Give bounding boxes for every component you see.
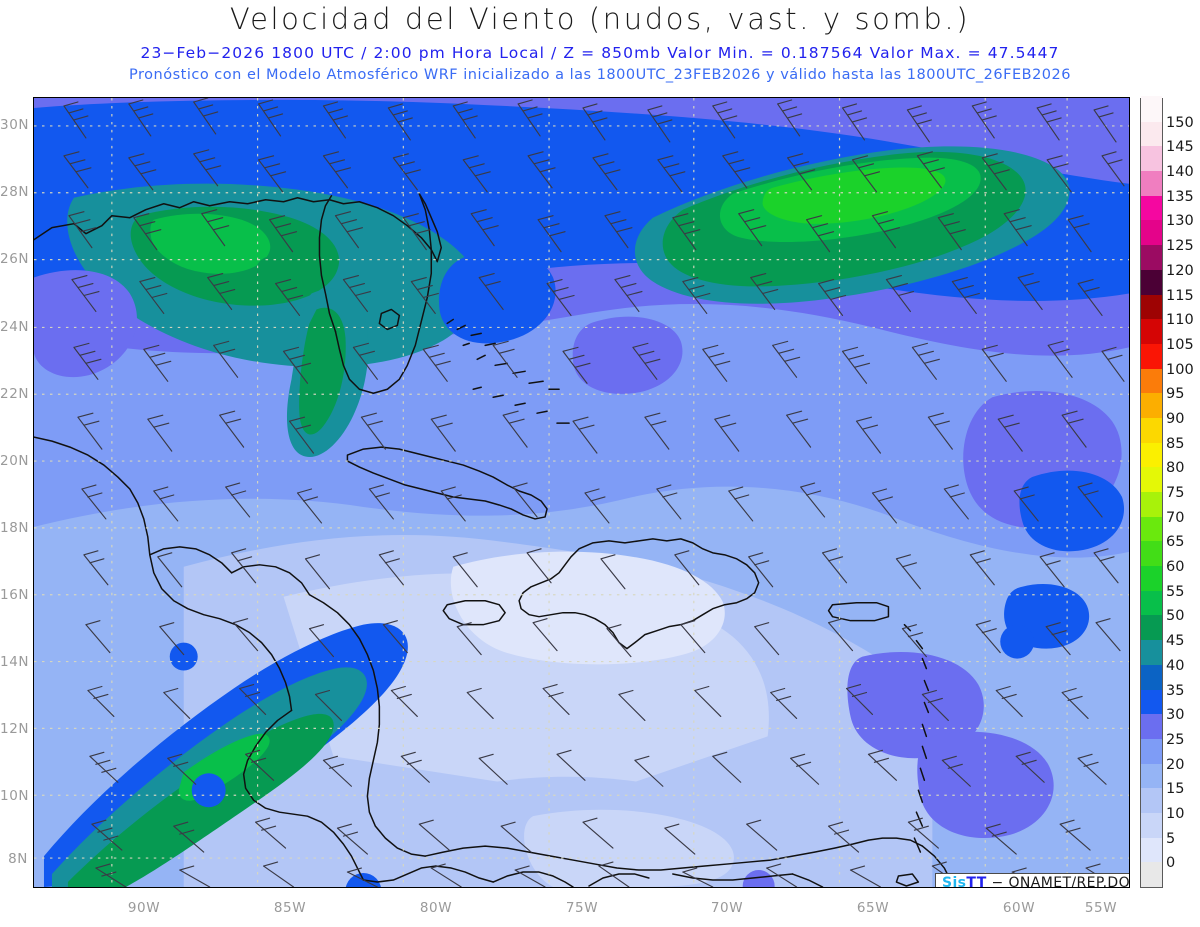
colorbar-tick-35: 35 xyxy=(1166,682,1185,699)
lon-tick-60w: 60W xyxy=(1002,900,1036,916)
colorbar-tick-25: 25 xyxy=(1166,731,1185,748)
watermark-agency: − ONAMET/REP.DOM. xyxy=(991,875,1130,888)
lat-tick-12n: 12N xyxy=(0,721,30,737)
colorbar[interactable] xyxy=(1140,96,1163,888)
colorbar-tick-15: 15 xyxy=(1166,781,1185,798)
colorbar-tick-5: 5 xyxy=(1166,830,1176,847)
lat-tick-26n: 26N xyxy=(0,251,30,267)
lat-tick-16n: 16N xyxy=(0,587,30,603)
colorbar-tick-10: 10 xyxy=(1166,805,1185,822)
colorbar-swatch xyxy=(1141,664,1162,690)
colorbar-tick-125: 125 xyxy=(1166,238,1194,255)
lon-tick-90w: 90W xyxy=(127,900,161,916)
colorbar-tick-45: 45 xyxy=(1166,633,1185,650)
lat-tick-28n: 28N xyxy=(0,184,30,200)
colorbar-swatch xyxy=(1141,614,1162,641)
colorbar-swatch xyxy=(1141,762,1162,789)
colorbar-swatch xyxy=(1141,738,1162,764)
page-title: Velocidad del Viento (nudos, vast. y som… xyxy=(229,2,971,36)
lon-tick-80w: 80W xyxy=(419,900,453,916)
lon-tick-75w: 75W xyxy=(565,900,599,916)
colorbar-tick-135: 135 xyxy=(1166,188,1194,205)
colorbar-swatch xyxy=(1141,516,1162,542)
watermark-sis: Sis xyxy=(942,875,967,888)
colorbar-swatch xyxy=(1141,170,1162,196)
colorbar-swatch xyxy=(1141,688,1162,715)
colorbar-tick-labels: 150 145 140 135 130 125 120 115 110 105 100 95 90 85 8… xyxy=(1166,98,1200,888)
watermark-tt: TT xyxy=(966,875,987,888)
lat-tick-10n: 10N xyxy=(0,788,30,804)
colorbar-swatch xyxy=(1141,466,1162,492)
colorbar-swatch xyxy=(1141,812,1162,838)
colorbar-swatch xyxy=(1141,343,1162,369)
lat-tick-20n: 20N xyxy=(0,453,30,469)
colorbar-swatch xyxy=(1141,565,1162,591)
colorbar-tick-150: 150 xyxy=(1166,114,1194,131)
colorbar-tick-0: 0 xyxy=(1166,855,1176,872)
colorbar-tick-140: 140 xyxy=(1166,164,1194,181)
colorbar-swatch xyxy=(1141,244,1162,270)
colorbar-swatch xyxy=(1141,861,1162,887)
colorbar-tick-105: 105 xyxy=(1166,336,1194,353)
colorbar-tick-115: 115 xyxy=(1166,287,1194,304)
colorbar-tick-40: 40 xyxy=(1166,657,1185,674)
lat-tick-24n: 24N xyxy=(0,319,30,335)
lon-tick-70w: 70W xyxy=(710,900,744,916)
colorbar-swatch xyxy=(1141,145,1162,172)
watermark-badge: SisTT − ONAMET/REP.DOM. xyxy=(935,873,1130,888)
subtitle-model-info: Pronóstico con el Modelo Atmosférico WRF… xyxy=(129,67,1071,83)
colorbar-tick-30: 30 xyxy=(1166,707,1185,724)
lat-tick-18n: 18N xyxy=(0,520,30,536)
colorbar-tick-120: 120 xyxy=(1166,262,1194,279)
map-canvas xyxy=(34,98,1129,887)
weather-map[interactable]: SisTT − ONAMET/REP.DOM. xyxy=(33,97,1130,888)
colorbar-swatch xyxy=(1141,837,1162,863)
colorbar-swatch xyxy=(1141,392,1162,418)
lon-tick-55w: 55W xyxy=(1084,900,1118,916)
lon-tick-85w: 85W xyxy=(273,900,307,916)
colorbar-tick-90: 90 xyxy=(1166,410,1185,427)
colorbar-tick-60: 60 xyxy=(1166,559,1185,576)
subtitle-run-info: 23−Feb−2026 1800 UTC / 2:00 pm Hora Loca… xyxy=(140,44,1060,62)
colorbar-swatch xyxy=(1141,442,1162,468)
lat-tick-22n: 22N xyxy=(0,386,30,402)
lat-tick-30n: 30N xyxy=(0,117,30,133)
colorbar-tick-110: 110 xyxy=(1166,312,1194,329)
colorbar-tick-20: 20 xyxy=(1166,756,1185,773)
colorbar-tick-65: 65 xyxy=(1166,534,1185,551)
lat-tick-14n: 14N xyxy=(0,654,30,670)
lon-tick-65w: 65W xyxy=(856,900,890,916)
colorbar-swatch xyxy=(1141,318,1162,344)
colorbar-tick-95: 95 xyxy=(1166,386,1185,403)
colorbar-swatch xyxy=(1141,293,1162,320)
colorbar-swatch xyxy=(1141,417,1162,443)
colorbar-tick-70: 70 xyxy=(1166,509,1185,526)
colorbar-tick-100: 100 xyxy=(1166,361,1194,378)
colorbar-swatch xyxy=(1141,96,1162,122)
colorbar-tick-130: 130 xyxy=(1166,213,1194,230)
colorbar-tick-55: 55 xyxy=(1166,583,1185,600)
lat-tick-8n: 8N xyxy=(8,851,28,867)
colorbar-swatch xyxy=(1141,713,1162,739)
colorbar-swatch xyxy=(1141,367,1162,394)
colorbar-tick-80: 80 xyxy=(1166,460,1185,477)
colorbar-swatch xyxy=(1141,590,1162,616)
colorbar-swatch xyxy=(1141,491,1162,517)
colorbar-swatch xyxy=(1141,639,1162,665)
colorbar-swatch xyxy=(1141,540,1162,567)
colorbar-swatch xyxy=(1141,121,1162,147)
colorbar-swatch xyxy=(1141,219,1162,246)
colorbar-tick-145: 145 xyxy=(1166,139,1194,156)
colorbar-tick-50: 50 xyxy=(1166,608,1185,625)
colorbar-swatch xyxy=(1141,787,1162,813)
chart-header: Velocidad del Viento (nudos, vast. y som… xyxy=(0,0,1200,92)
colorbar-swatch xyxy=(1141,269,1162,295)
colorbar-tick-85: 85 xyxy=(1166,435,1185,452)
colorbar-tick-75: 75 xyxy=(1166,485,1185,501)
colorbar-swatch xyxy=(1141,195,1162,221)
